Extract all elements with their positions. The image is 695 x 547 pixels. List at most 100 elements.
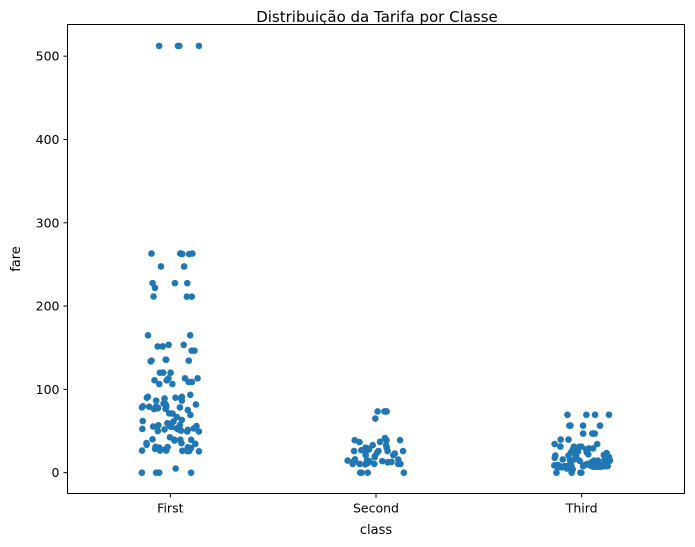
data-point	[176, 404, 184, 411]
data-point	[171, 437, 178, 444]
data-point	[384, 459, 391, 466]
data-point	[183, 428, 191, 435]
data-point	[178, 439, 185, 447]
y-axis-label: fare	[9, 246, 24, 272]
data-point	[185, 357, 193, 364]
data-point	[138, 447, 146, 454]
data-point	[551, 454, 559, 462]
data-point	[192, 401, 200, 408]
data-point	[183, 293, 191, 300]
x-tick-label: Second	[353, 501, 399, 516]
data-point	[369, 441, 376, 449]
data-point	[606, 457, 614, 464]
data-point	[144, 332, 152, 339]
data-point	[174, 42, 182, 50]
data-point	[187, 411, 194, 419]
data-point	[178, 250, 186, 258]
data-point	[566, 422, 573, 429]
data-point	[183, 279, 191, 287]
data-point	[165, 341, 172, 349]
data-point	[371, 453, 379, 461]
data-point	[362, 451, 369, 459]
data-point	[143, 441, 150, 449]
data-point	[563, 465, 571, 472]
data-point	[172, 465, 179, 472]
data-point	[156, 447, 164, 454]
data-point	[185, 378, 192, 386]
data-point	[150, 405, 158, 413]
data-point	[145, 403, 153, 411]
y-tick-label: 200	[36, 299, 60, 314]
data-point	[192, 440, 199, 448]
data-point	[186, 332, 194, 339]
data-point	[190, 425, 198, 432]
data-point	[399, 447, 407, 455]
data-point	[565, 436, 572, 443]
data-point	[372, 415, 379, 422]
data-point	[389, 451, 397, 459]
data-point	[371, 460, 378, 468]
data-point	[394, 460, 402, 468]
data-point	[139, 417, 147, 425]
data-point	[184, 406, 192, 414]
data-point	[152, 397, 160, 404]
data-point	[155, 380, 163, 388]
data-point	[376, 438, 384, 446]
data-point	[186, 391, 194, 399]
data-point	[171, 279, 179, 287]
data-point	[154, 427, 162, 435]
points-layer	[138, 42, 614, 476]
data-point	[138, 404, 146, 411]
data-point	[162, 405, 169, 413]
data-point	[356, 460, 364, 468]
data-point	[169, 410, 176, 417]
data-point	[168, 423, 175, 431]
data-point	[557, 443, 564, 450]
data-point	[159, 343, 167, 350]
data-point	[382, 408, 390, 415]
data-point	[188, 347, 195, 354]
data-point	[578, 469, 585, 476]
data-point	[551, 440, 558, 448]
x-tick-label: Third	[565, 501, 598, 516]
y-tick-label: 0	[52, 465, 60, 480]
data-point	[584, 451, 592, 458]
y-tick-label: 100	[36, 382, 60, 397]
data-point	[593, 440, 601, 448]
data-point	[564, 411, 571, 419]
data-point	[172, 394, 179, 402]
data-point	[187, 469, 195, 476]
data-point	[356, 438, 363, 446]
data-point	[155, 421, 162, 429]
data-point	[185, 250, 193, 258]
data-point	[554, 464, 562, 471]
chart-title: Distribuição da Tarifa por Classe	[256, 8, 498, 26]
data-point	[374, 408, 381, 415]
data-point	[579, 430, 587, 437]
data-point	[167, 369, 174, 377]
data-point	[579, 462, 587, 470]
data-point	[358, 469, 365, 476]
y-tick-label: 400	[36, 132, 60, 147]
data-point	[179, 447, 186, 455]
data-point	[591, 411, 599, 419]
x-axis-label: class	[360, 523, 392, 538]
data-point	[194, 375, 201, 382]
data-point	[163, 447, 170, 454]
data-point	[151, 377, 158, 384]
data-point	[177, 427, 185, 434]
data-point	[157, 263, 165, 270]
data-point	[151, 445, 159, 453]
data-point	[588, 430, 596, 437]
data-point	[139, 425, 146, 433]
data-point	[396, 436, 404, 444]
data-point	[384, 447, 391, 455]
data-point	[169, 380, 176, 388]
data-point	[152, 469, 160, 476]
data-point	[195, 448, 203, 455]
data-point	[188, 293, 196, 300]
data-point	[559, 456, 567, 463]
data-point	[579, 422, 587, 429]
data-point	[178, 416, 186, 424]
